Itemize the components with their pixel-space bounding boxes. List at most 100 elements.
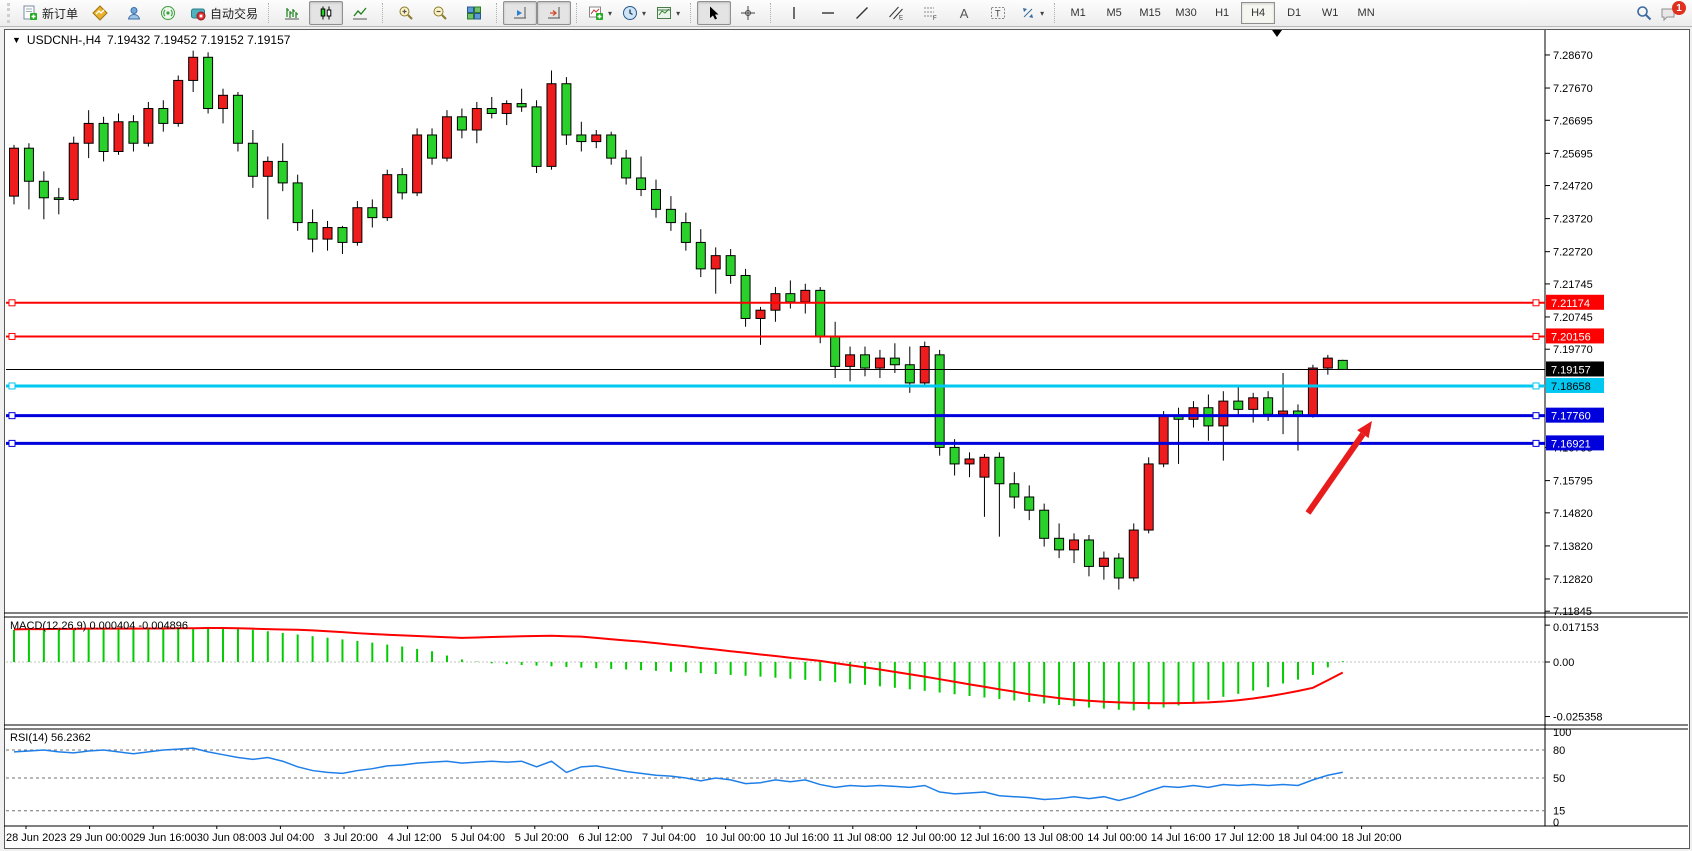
candle[interactable] xyxy=(352,207,363,243)
candle[interactable] xyxy=(934,354,945,448)
candle[interactable] xyxy=(949,446,960,465)
fibonacci-tool-button[interactable]: F xyxy=(913,1,947,25)
annotation-arrow-head[interactable] xyxy=(1357,421,1372,439)
new-order-button[interactable]: 新订单 xyxy=(17,1,83,25)
candle[interactable] xyxy=(665,208,676,224)
candle[interactable] xyxy=(695,241,706,270)
candle[interactable] xyxy=(830,336,841,367)
candle[interactable] xyxy=(561,83,572,136)
crosshair-tool-button[interactable] xyxy=(731,1,765,25)
horizontal-line-tool-button[interactable] xyxy=(811,1,845,25)
candle[interactable] xyxy=(621,157,632,179)
candle[interactable] xyxy=(725,255,736,276)
candle[interactable] xyxy=(143,108,154,144)
charts-button[interactable] xyxy=(83,1,117,25)
candle[interactable] xyxy=(1128,529,1139,579)
candle[interactable] xyxy=(471,108,482,131)
candle[interactable] xyxy=(576,134,587,143)
candle[interactable] xyxy=(740,274,751,319)
candle[interactable] xyxy=(710,255,721,270)
trendline-tool-button[interactable] xyxy=(845,1,879,25)
candle[interactable] xyxy=(128,121,139,144)
timeframe-H1[interactable]: H1 xyxy=(1215,7,1230,19)
candle[interactable] xyxy=(397,174,408,194)
candle[interactable] xyxy=(113,121,124,153)
candle[interactable] xyxy=(382,174,393,219)
vertical-line-tool-button[interactable] xyxy=(777,1,811,25)
autotrading-button[interactable]: 自动交易 xyxy=(185,1,263,25)
candle[interactable] xyxy=(441,116,452,159)
candle[interactable] xyxy=(546,83,557,167)
candle[interactable] xyxy=(232,94,243,144)
hline-handle[interactable] xyxy=(8,412,16,420)
candle[interactable] xyxy=(1263,397,1274,415)
zoom-in-button[interactable] xyxy=(389,1,423,25)
timeframe-H4[interactable]: H4 xyxy=(1241,2,1276,24)
candle[interactable] xyxy=(1188,407,1199,420)
arrows-tool-button[interactable]: ▾ xyxy=(1015,1,1049,25)
candle[interactable] xyxy=(1307,367,1318,417)
bar-chart-button[interactable] xyxy=(275,1,309,25)
candle[interactable] xyxy=(412,134,423,194)
tile-windows-button[interactable] xyxy=(457,1,491,25)
text-label-tool-button[interactable]: T xyxy=(981,1,1015,25)
candle[interactable] xyxy=(218,94,229,110)
candle[interactable] xyxy=(636,177,647,191)
templates-button[interactable]: ▾ xyxy=(651,1,685,25)
hline-handle[interactable] xyxy=(8,382,16,390)
candle[interactable] xyxy=(1024,496,1035,511)
timeframe-M5[interactable]: M5 xyxy=(1106,7,1122,19)
candle[interactable] xyxy=(1248,397,1259,410)
timeframe-MN[interactable]: MN xyxy=(1357,7,1375,19)
candle[interactable] xyxy=(1113,557,1124,579)
candle[interactable] xyxy=(9,147,19,197)
candle[interactable] xyxy=(203,56,214,110)
candle[interactable] xyxy=(1009,483,1020,498)
candle[interactable] xyxy=(1069,539,1080,551)
candle[interactable] xyxy=(964,458,975,465)
candle[interactable] xyxy=(158,108,169,124)
zoom-out-button[interactable] xyxy=(423,1,457,25)
candle[interactable] xyxy=(1337,359,1348,370)
candle[interactable] xyxy=(1083,539,1094,567)
candle[interactable] xyxy=(501,103,512,114)
text-tool-button[interactable]: A xyxy=(947,1,981,25)
candle[interactable] xyxy=(874,357,885,369)
candle[interactable] xyxy=(904,364,915,384)
hline-handle[interactable] xyxy=(8,299,16,307)
timeframe-M15[interactable]: M15 xyxy=(1139,7,1161,19)
candle[interactable] xyxy=(1278,410,1289,415)
candle[interactable] xyxy=(1143,463,1154,531)
candle[interactable] xyxy=(606,134,617,159)
timeframe-M30[interactable]: M30 xyxy=(1175,7,1197,19)
annotation-arrow-shaft[interactable] xyxy=(1305,432,1366,515)
hline-handle[interactable] xyxy=(1532,439,1540,447)
candle[interactable] xyxy=(277,160,288,184)
market-watch-button[interactable] xyxy=(117,1,151,25)
candle[interactable] xyxy=(292,182,303,224)
hline-handle[interactable] xyxy=(1532,332,1540,340)
candle[interactable] xyxy=(188,56,199,81)
candlestick-chart-button[interactable] xyxy=(309,1,344,25)
candle[interactable] xyxy=(1158,415,1169,465)
hline-handle[interactable] xyxy=(8,332,16,340)
candle[interactable] xyxy=(68,142,79,200)
candle[interactable] xyxy=(247,142,258,177)
candle[interactable] xyxy=(427,134,438,159)
chart-shift-button[interactable] xyxy=(537,1,572,25)
candle[interactable] xyxy=(307,222,318,240)
candle[interactable] xyxy=(367,207,378,219)
candle[interactable] xyxy=(815,289,826,338)
periods-button[interactable]: ▾ xyxy=(617,1,651,25)
collapse-triangle-icon[interactable]: ▼ xyxy=(12,35,21,45)
candle[interactable] xyxy=(1218,400,1229,427)
indicators-button[interactable]: ▾ xyxy=(583,1,617,25)
candle[interactable] xyxy=(83,122,94,144)
candle[interactable] xyxy=(53,197,64,200)
hline-handle[interactable] xyxy=(1532,299,1540,307)
candle[interactable] xyxy=(994,456,1005,485)
candle[interactable] xyxy=(23,147,34,182)
candle[interactable] xyxy=(1054,537,1065,551)
candle[interactable] xyxy=(785,293,796,303)
search-icon[interactable] xyxy=(1636,5,1652,21)
